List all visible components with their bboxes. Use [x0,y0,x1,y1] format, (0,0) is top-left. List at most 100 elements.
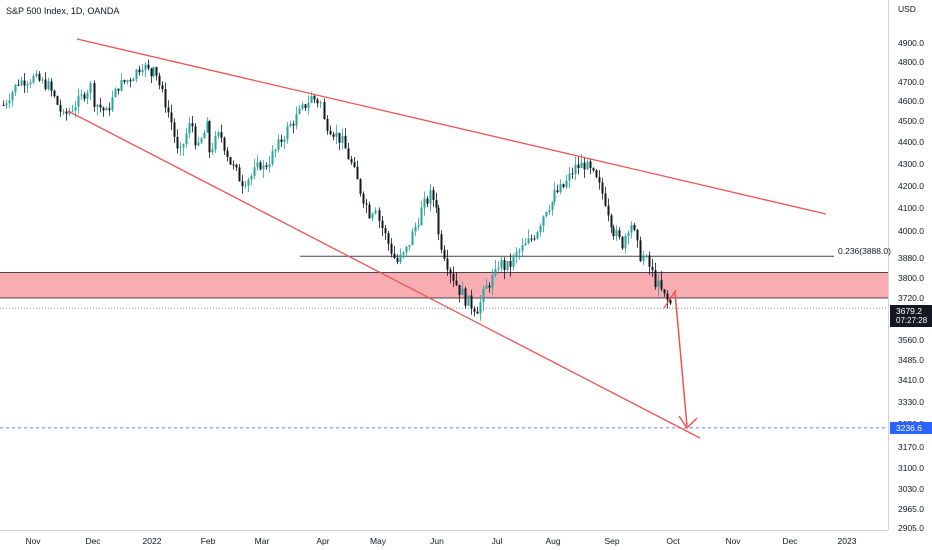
candle-body [657,280,660,288]
time-tick-label: Nov [725,536,741,546]
candle-body [639,240,642,261]
candle-body [295,113,298,126]
candle-body [654,270,657,288]
candle-body [283,139,286,142]
candle-body [167,107,170,113]
candle-body [117,88,120,91]
candle-body [494,268,497,276]
candle-body [56,96,59,105]
candle-body [191,123,194,127]
resistance-zone [0,272,888,298]
level-lines-layer [0,255,888,429]
candle-body [200,138,203,143]
candle-body [488,285,491,288]
candle-body [338,132,341,143]
time-tick-label: Apr [316,536,329,546]
candle-body [62,111,65,113]
candle-body [669,299,672,304]
candle-body [313,95,316,100]
candle-body [286,126,289,140]
candle-body [440,234,443,250]
candle-body [310,95,313,103]
current-price-label: 3679.2 [896,306,922,316]
time-tick-label: Jul [492,536,503,546]
candle-body [53,90,56,97]
candle-body [208,121,211,153]
candle-body [645,255,648,257]
candle-body [387,233,390,244]
candle-body [411,231,414,246]
candle-body [77,95,80,107]
candle-body [485,285,488,289]
candle-body [17,84,20,86]
price-tick-label: 2965.0 [898,504,924,514]
candle-body [574,164,577,174]
candle-body [232,164,235,166]
price-tick-label: 4600.0 [898,96,924,106]
candle-body [592,168,595,171]
candle-body [44,79,47,90]
candle-body [188,123,191,134]
candle-body [660,280,663,290]
candle-body [374,210,377,214]
candle-body [223,137,226,151]
candle-body [135,69,138,79]
candle-body [182,144,185,148]
candle-body [601,182,604,194]
price-tick-label: 3410.0 [898,375,924,385]
candle-body [164,89,167,108]
candle-body [197,142,200,146]
candle-body [5,103,8,106]
candle-body [423,198,426,208]
candle-body [89,83,92,93]
price-tick-label: 4500.0 [898,116,924,126]
candle-body [29,82,32,85]
candle-body [80,94,83,96]
candle-body [244,185,247,187]
candle-body [341,135,344,143]
candle-body [359,179,362,194]
candle-body [332,134,335,137]
candle-body [630,224,633,233]
chart-title: S&P 500 Index, 1D, OANDA [6,6,119,16]
candle-body [455,280,458,286]
target-price-badge [890,422,932,434]
candle-body [476,311,479,314]
candle-body [545,211,548,217]
candle-body [443,249,446,259]
candle-body [583,162,586,170]
price-tick-label: 4000.0 [898,226,924,236]
candle-body [194,126,197,146]
candle-body [618,230,621,237]
candle-body [150,68,153,77]
candle-body [170,112,173,123]
candle-body [393,253,396,258]
time-tick-label: 2023 [838,536,857,546]
candle-body [464,288,467,306]
projection-arrow-shaft [674,291,688,427]
fib-level-label: 0.236(3888.0) [838,246,891,256]
current-price-badge [890,305,932,327]
candle-body [265,165,268,167]
candle-body [220,132,223,138]
candle-body [158,75,161,86]
price-tick-label: 3330.0 [898,397,924,407]
upper-trendline [76,38,827,215]
candle-body [565,180,568,188]
candle-body [319,102,322,104]
candle-body [446,258,449,270]
candle-body [203,132,206,139]
candle-body [512,255,515,267]
candle-body [141,69,144,73]
candle-body [506,260,509,270]
candle-body [571,173,574,175]
candle-body [426,198,429,204]
time-tick-label: Dec [85,536,101,546]
candle-body [470,295,473,309]
candle-body [326,119,329,131]
candle-body [253,167,256,176]
candle-body [396,257,399,263]
candle-body [152,67,155,77]
candle-body [329,130,332,135]
candle-body [500,260,503,268]
